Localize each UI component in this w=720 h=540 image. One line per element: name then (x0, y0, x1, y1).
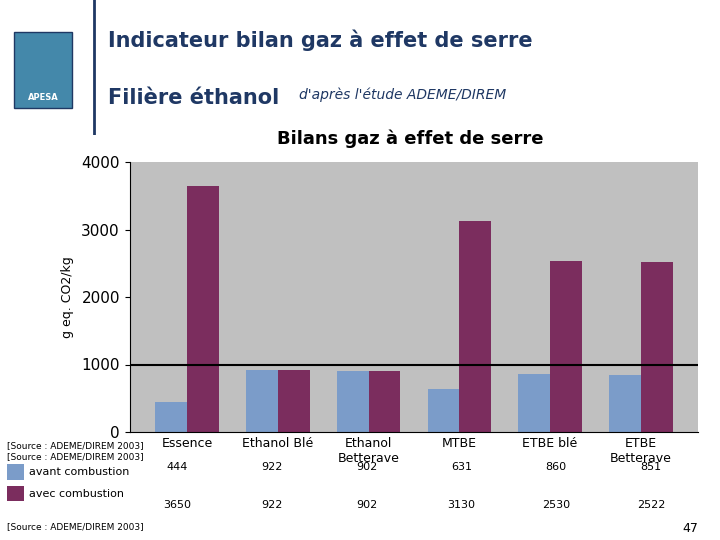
Bar (550, 261, 582, 432)
Bar (641, 262, 672, 432)
Bar (14, 32, 72, 108)
Bar (7, 486, 24, 501)
Text: [Source : ADEME/DIREM 2003]: [Source : ADEME/DIREM 2003] (7, 452, 144, 461)
Text: avec combustion: avec combustion (29, 489, 124, 498)
Bar (337, 371, 369, 432)
Text: 860: 860 (546, 462, 567, 471)
Text: 444: 444 (166, 462, 188, 471)
Y-axis label: g eq. CO2/kg: g eq. CO2/kg (61, 256, 74, 338)
Text: 2530: 2530 (542, 501, 570, 510)
Bar (7, 464, 24, 480)
Bar (278, 370, 310, 432)
Text: Filière éthanol: Filière éthanol (108, 87, 279, 108)
Bar (246, 370, 278, 432)
Text: 902: 902 (356, 462, 377, 471)
Text: 851: 851 (640, 462, 662, 471)
Text: d'après l'étude ADEME/DIREM: d'après l'étude ADEME/DIREM (299, 87, 506, 102)
Bar (156, 402, 187, 432)
Text: [Source : ADEME/DIREM 2003]: [Source : ADEME/DIREM 2003] (7, 522, 144, 531)
Text: 922: 922 (261, 501, 282, 510)
Text: 3650: 3650 (163, 501, 191, 510)
Text: 922: 922 (261, 462, 282, 471)
Text: 47: 47 (683, 522, 698, 535)
Text: avant combustion: avant combustion (29, 467, 129, 477)
Text: Bilans gaz à effet de serre: Bilans gaz à effet de serre (277, 130, 544, 148)
Text: 902: 902 (356, 501, 377, 510)
Bar (518, 374, 550, 432)
Text: [Source : ADEME/DIREM 2003]: [Source : ADEME/DIREM 2003] (7, 441, 144, 450)
Bar (369, 371, 400, 432)
Text: APESA: APESA (28, 93, 58, 102)
Bar (428, 389, 459, 432)
Text: Indicateur bilan gaz à effet de serre: Indicateur bilan gaz à effet de serre (108, 30, 533, 51)
Bar (459, 221, 491, 432)
Text: 3130: 3130 (447, 501, 475, 510)
Text: 2522: 2522 (636, 501, 665, 510)
Bar (187, 186, 219, 432)
Text: 631: 631 (451, 462, 472, 471)
Bar (609, 375, 641, 432)
